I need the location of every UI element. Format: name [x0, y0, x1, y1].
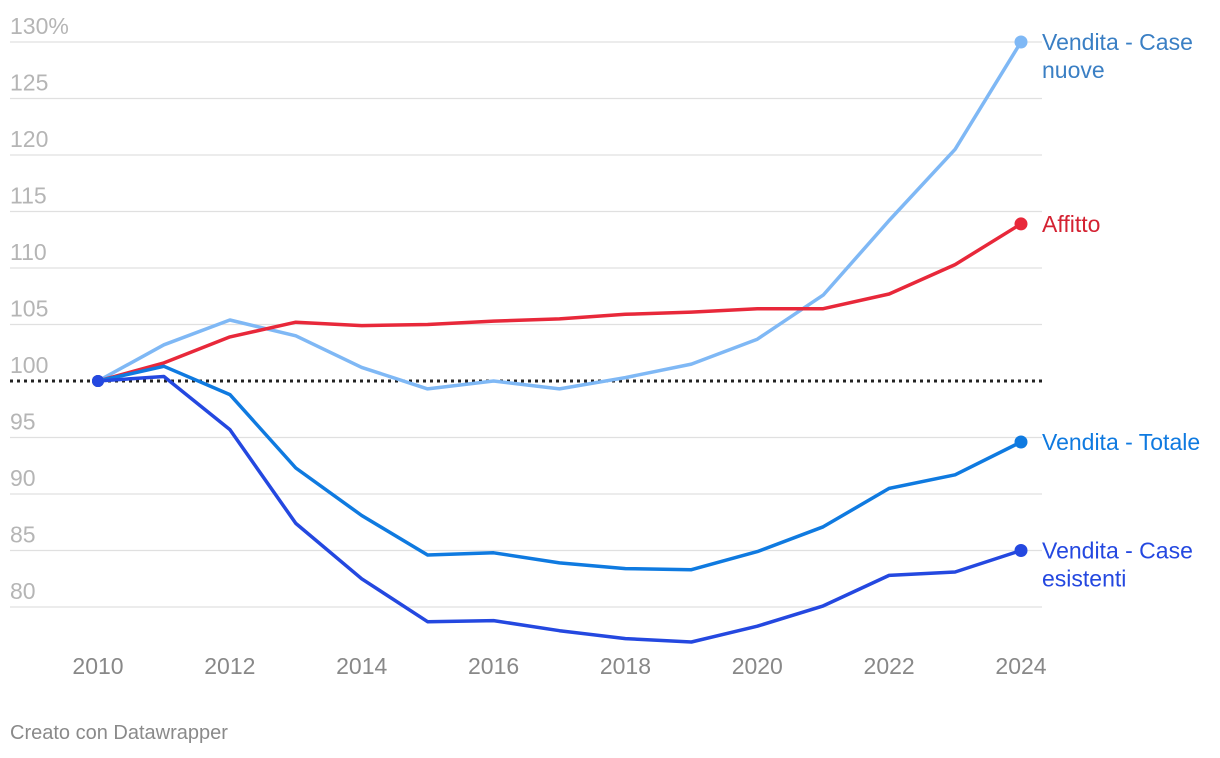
x-tick-label: 2020 [732, 653, 783, 679]
series-lines [96, 40, 1023, 644]
credit-text: Creato con Datawrapper [10, 722, 228, 744]
x-tick-label: 2022 [864, 653, 915, 679]
series-line [96, 364, 1023, 572]
x-axis-tick-labels: 2010 2012 2014 2016 2018 2020 2022 2024 [72, 653, 1046, 679]
series-line [96, 374, 1023, 644]
series-end-point [1014, 217, 1028, 231]
y-axis-tick-labels: 80 85 90 95 100 105 110 115 120 125 130% [10, 13, 69, 604]
y-tick-label: 120 [10, 126, 48, 152]
series-end-points [92, 35, 1028, 557]
series-end-point [1014, 35, 1028, 49]
series-start-point [92, 375, 104, 387]
series-line [96, 222, 1023, 383]
x-tick-label: 2018 [600, 653, 651, 679]
gridlines [10, 41, 1042, 608]
y-tick-label: 110 [10, 239, 47, 265]
series-line [96, 40, 1023, 391]
y-tick-label: 100 [10, 352, 48, 378]
series-end-point [1014, 544, 1028, 557]
series-label: Vendita - Case nuove [1042, 29, 1193, 83]
x-tick-label: 2024 [995, 653, 1046, 679]
series-label: Vendita - Totale [1042, 429, 1200, 455]
y-tick-label: 130% [10, 13, 69, 39]
y-tick-label: 125 [10, 70, 48, 96]
y-tick-label: 80 [10, 578, 36, 604]
series-labels: Vendita - Case nuove Affitto Vendita - Tota… [1042, 29, 1200, 592]
series-end-point [1014, 435, 1028, 449]
x-tick-label: 2014 [336, 653, 387, 679]
y-tick-label: 85 [10, 522, 36, 548]
series-label: Affitto [1042, 211, 1100, 237]
x-tick-label: 2016 [468, 653, 519, 679]
x-tick-label: 2010 [72, 653, 123, 679]
y-tick-label: 105 [10, 296, 48, 322]
series-label: Vendita - Case esistenti [1042, 538, 1193, 592]
y-tick-label: 95 [10, 409, 36, 435]
y-tick-label: 90 [10, 465, 36, 491]
x-tick-label: 2012 [204, 653, 255, 679]
y-tick-label: 115 [10, 183, 47, 209]
